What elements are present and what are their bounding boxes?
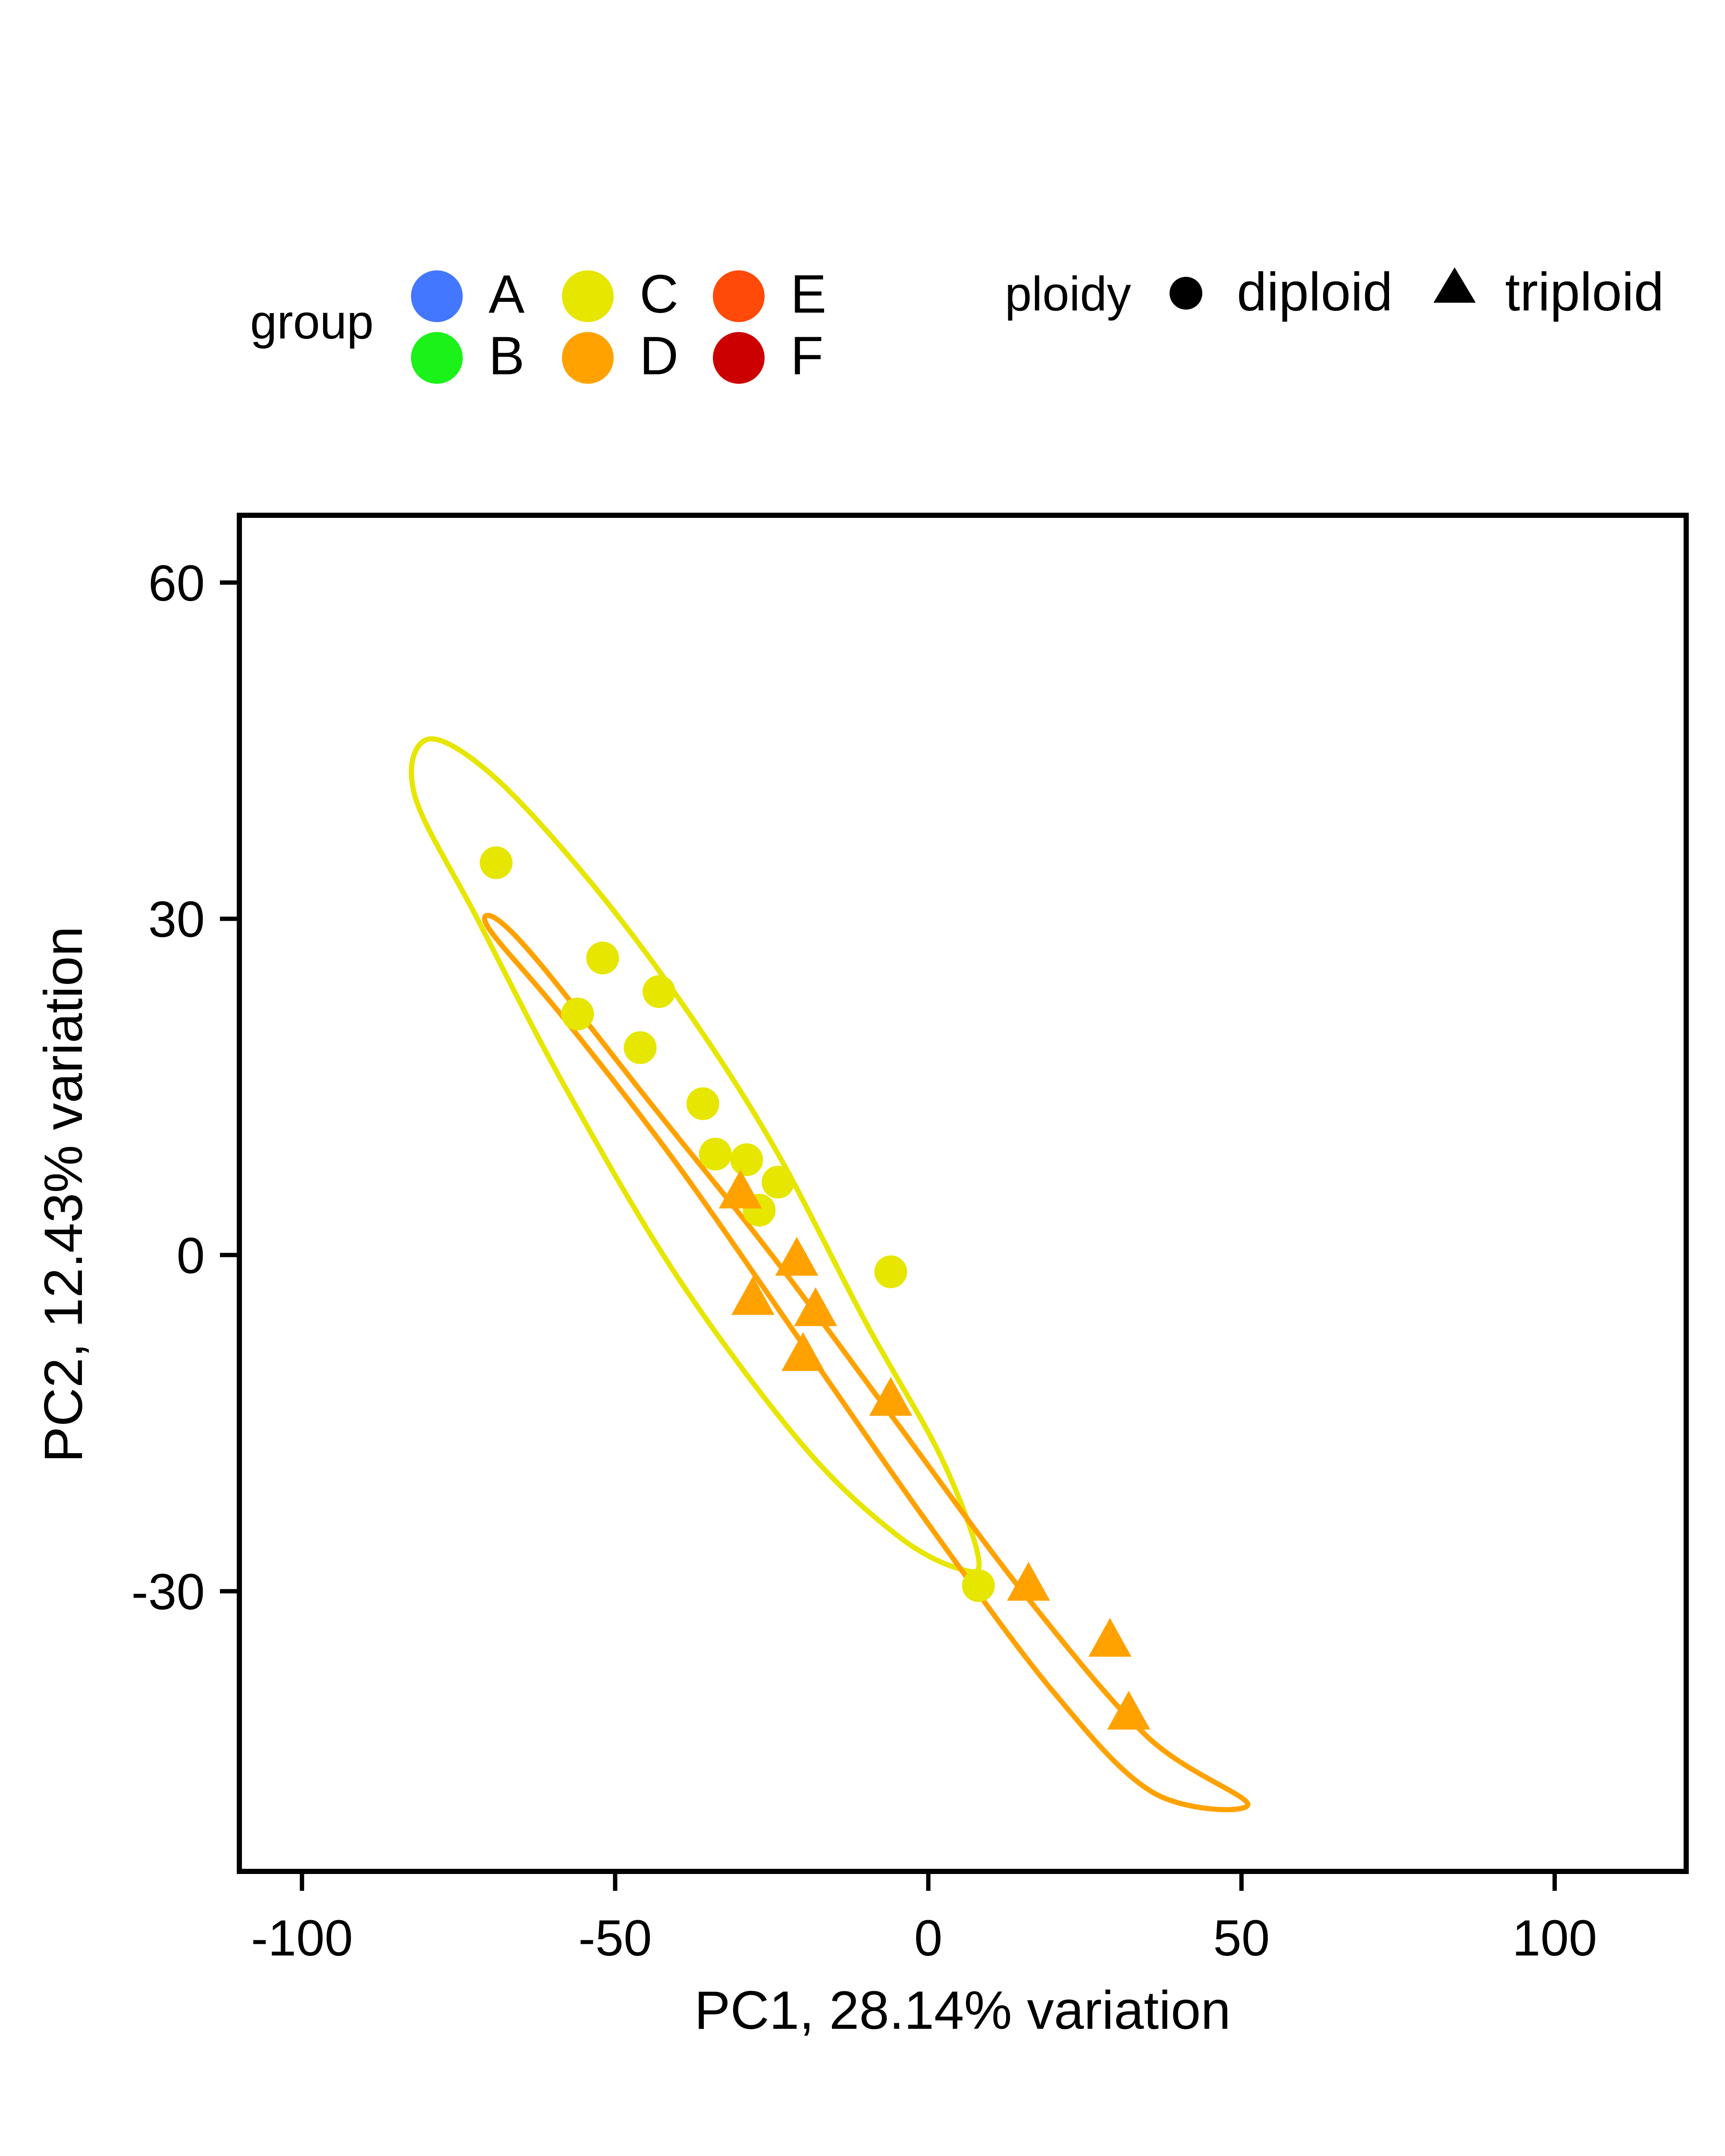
legend-triangle-icon [1433, 267, 1476, 303]
legend-label-E: E [790, 264, 826, 324]
point-diploid-C [730, 1143, 763, 1176]
legend-label-F: F [790, 326, 823, 386]
y-tick-label: 60 [148, 555, 205, 612]
point-triploid-D [781, 1332, 825, 1371]
legend-circle-icon [1170, 277, 1202, 310]
legend-ploidy: ploidy diploid triploid [1005, 262, 1664, 322]
point-diploid-C [480, 846, 513, 879]
legend-swatch-D [562, 332, 614, 384]
legend-label-diploid: diploid [1237, 262, 1393, 322]
point-diploid-C [686, 1087, 719, 1120]
point-triploid-D [1107, 1691, 1151, 1730]
ellipse-group-D [482, 913, 1251, 1812]
x-axis-label: PC1, 28.14% variation [694, 1981, 1231, 2040]
point-diploid-C [643, 975, 676, 1008]
legend-ploidy-title: ploidy [1005, 267, 1131, 321]
y-axis: -30 0 30 60 [131, 555, 239, 1620]
legend-label-A: A [489, 264, 525, 324]
legend-swatch-B [411, 332, 463, 384]
point-triploid-D [1088, 1618, 1132, 1657]
point-diploid-C [699, 1138, 732, 1171]
legend-label-B: B [489, 326, 524, 386]
y-tick-label: 0 [176, 1227, 205, 1284]
point-diploid-C [624, 1031, 657, 1064]
x-tick-label: 100 [1512, 1910, 1597, 1967]
legend-swatch-C [562, 270, 614, 322]
legend-group: group A B C D E F [250, 264, 826, 386]
point-triploid-D [731, 1276, 775, 1315]
y-tick-label: -30 [131, 1564, 205, 1620]
y-axis-label: PC2, 12.43% variation [34, 926, 94, 1463]
point-triploid-D [1007, 1562, 1050, 1601]
point-diploid-C [561, 997, 594, 1031]
legend-label-D: D [640, 326, 678, 386]
point-diploid-C [874, 1255, 907, 1288]
x-tick-label: -50 [578, 1910, 652, 1967]
point-diploid-C [962, 1569, 995, 1602]
point-diploid-C [586, 941, 619, 975]
legend-swatch-A [411, 270, 463, 322]
x-tick-label: 0 [914, 1910, 943, 1967]
legend-label-triploid: triploid [1505, 262, 1664, 322]
data-points [480, 846, 1151, 1730]
point-triploid-D [794, 1287, 837, 1326]
plot-area: -100 -50 0 50 100 -30 0 30 60 [131, 513, 1689, 1967]
x-tick-label: 50 [1213, 1910, 1270, 1967]
point-diploid-C [762, 1166, 795, 1199]
point-triploid-D [775, 1237, 819, 1276]
point-triploid-D [718, 1169, 762, 1209]
y-tick-label: 30 [148, 891, 205, 948]
legend-group-title: group [250, 295, 373, 349]
legend-label-C: C [640, 264, 678, 324]
plot-frame [237, 513, 1689, 1874]
point-triploid-D [869, 1377, 913, 1416]
x-tick-label: -100 [251, 1910, 353, 1967]
x-axis: -100 -50 0 50 100 [251, 1871, 1597, 1967]
legend-swatch-F [713, 332, 765, 384]
legend-swatch-E [713, 270, 765, 322]
